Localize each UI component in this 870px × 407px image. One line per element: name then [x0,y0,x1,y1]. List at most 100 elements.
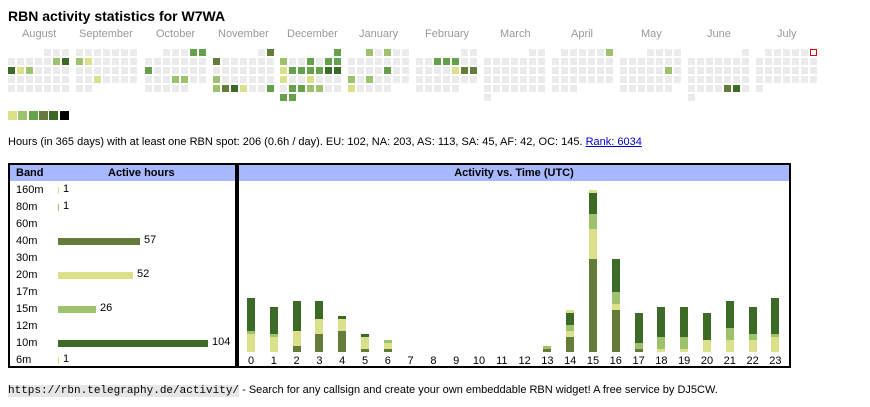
calendar-day-cell[interactable] [267,49,274,56]
calendar-day-cell[interactable] [85,67,92,74]
calendar-day-cell[interactable] [240,85,247,92]
calendar-day-cell[interactable] [783,49,790,56]
calendar-day-cell[interactable] [249,85,256,92]
calendar-day-cell[interactable] [258,49,265,56]
calendar-day-cell[interactable] [222,76,229,83]
calendar-day-cell[interactable] [130,58,137,65]
calendar-day-cell[interactable] [742,67,749,74]
calendar-day-cell[interactable] [249,76,256,83]
calendar-day-cell[interactable] [121,49,128,56]
calendar-day-cell[interactable] [674,76,681,83]
calendar-day-cell[interactable] [520,85,527,92]
calendar-day-cell[interactable] [112,76,119,83]
calendar-day-cell[interactable] [163,85,170,92]
calendar-day-cell[interactable] [231,58,238,65]
calendar-day-cell[interactable] [53,76,60,83]
calendar-day-cell[interactable] [325,67,332,74]
calendar-day-cell[interactable] [706,85,713,92]
calendar-day-cell[interactable] [674,67,681,74]
calendar-day-cell[interactable] [656,76,663,83]
calendar-day-cell[interactable] [334,76,341,83]
calendar-day-cell[interactable] [443,67,450,74]
calendar-day-cell[interactable] [724,67,731,74]
calendar-day-cell[interactable] [213,58,220,65]
calendar-day-cell[interactable] [53,67,60,74]
calendar-day-cell[interactable] [393,58,400,65]
rank-link[interactable]: Rank: 6034 [585,136,642,148]
calendar-day-cell[interactable] [733,76,740,83]
calendar-day-cell[interactable] [17,76,24,83]
calendar-day-cell[interactable] [656,85,663,92]
calendar-day-cell[interactable] [35,58,42,65]
calendar-day-cell[interactable] [402,58,409,65]
calendar-day-cell[interactable] [579,58,586,65]
calendar-day-cell[interactable] [103,49,110,56]
calendar-day-cell[interactable] [724,76,731,83]
calendar-day-cell[interactable] [258,85,265,92]
calendar-day-cell[interactable] [570,85,577,92]
calendar-day-cell[interactable] [145,67,152,74]
calendar-day-cell[interactable] [742,58,749,65]
calendar-day-cell[interactable] [792,49,799,56]
calendar-day-cell[interactable] [8,67,15,74]
calendar-day-cell[interactable] [366,58,373,65]
calendar-day-cell[interactable] [810,76,817,83]
calendar-day-cell[interactable] [402,76,409,83]
calendar-day-cell[interactable] [17,85,24,92]
calendar-day-cell[interactable] [334,49,341,56]
calendar-day-cell[interactable] [402,49,409,56]
calendar-day-cell[interactable] [552,85,559,92]
calendar-day-cell[interactable] [8,58,15,65]
calendar-day-cell[interactable] [502,58,509,65]
calendar-day-cell[interactable] [801,67,808,74]
calendar-day-cell[interactable] [130,49,137,56]
calendar-day-cell[interactable] [384,76,391,83]
calendar-day-cell[interactable] [172,67,179,74]
calendar-day-cell[interactable] [538,58,545,65]
calendar-day-cell[interactable] [26,58,33,65]
calendar-day-cell[interactable] [493,76,500,83]
calendar-day-cell[interactable] [267,76,274,83]
calendar-day-cell[interactable] [688,94,695,101]
calendar-day-cell[interactable] [647,76,654,83]
calendar-day-cell[interactable] [484,94,491,101]
calendar-day-cell[interactable] [26,76,33,83]
calendar-day-cell[interactable] [76,76,83,83]
calendar-day-cell[interactable] [366,76,373,83]
calendar-day-cell[interactable] [606,67,613,74]
calendar-day-cell[interactable] [348,76,355,83]
calendar-day-cell[interactable] [579,76,586,83]
calendar-day-cell[interactable] [552,67,559,74]
calendar-day-cell[interactable] [316,85,323,92]
calendar-day-cell[interactable] [130,76,137,83]
calendar-day-cell[interactable] [765,76,772,83]
calendar-day-cell[interactable] [783,67,790,74]
calendar-day-cell[interactable] [357,85,364,92]
calendar-day-cell[interactable] [511,67,518,74]
calendar-day-cell[interactable] [384,58,391,65]
calendar-day-cell[interactable] [443,58,450,65]
calendar-day-cell[interactable] [62,49,69,56]
calendar-day-cell[interactable] [375,58,382,65]
calendar-day-cell[interactable] [697,58,704,65]
calendar-day-cell[interactable] [792,58,799,65]
calendar-day-cell[interactable] [298,85,305,92]
calendar-day-cell[interactable] [452,76,459,83]
calendar-day-cell[interactable] [588,58,595,65]
calendar-day-cell[interactable] [240,58,247,65]
calendar-day-cell[interactable] [44,49,51,56]
calendar-day-cell[interactable] [502,85,509,92]
calendar-day-cell[interactable] [715,76,722,83]
calendar-day-cell[interactable] [484,85,491,92]
calendar-day-cell[interactable] [249,58,256,65]
calendar-day-cell[interactable] [35,85,42,92]
calendar-day-cell[interactable] [280,58,287,65]
calendar-day-cell[interactable] [697,67,704,74]
calendar-day-cell[interactable] [154,67,161,74]
calendar-day-cell[interactable] [529,67,536,74]
calendar-day-cell[interactable] [154,76,161,83]
calendar-day-cell[interactable] [697,85,704,92]
calendar-day-cell[interactable] [181,49,188,56]
calendar-day-cell[interactable] [434,67,441,74]
calendar-day-cell[interactable] [620,85,627,92]
